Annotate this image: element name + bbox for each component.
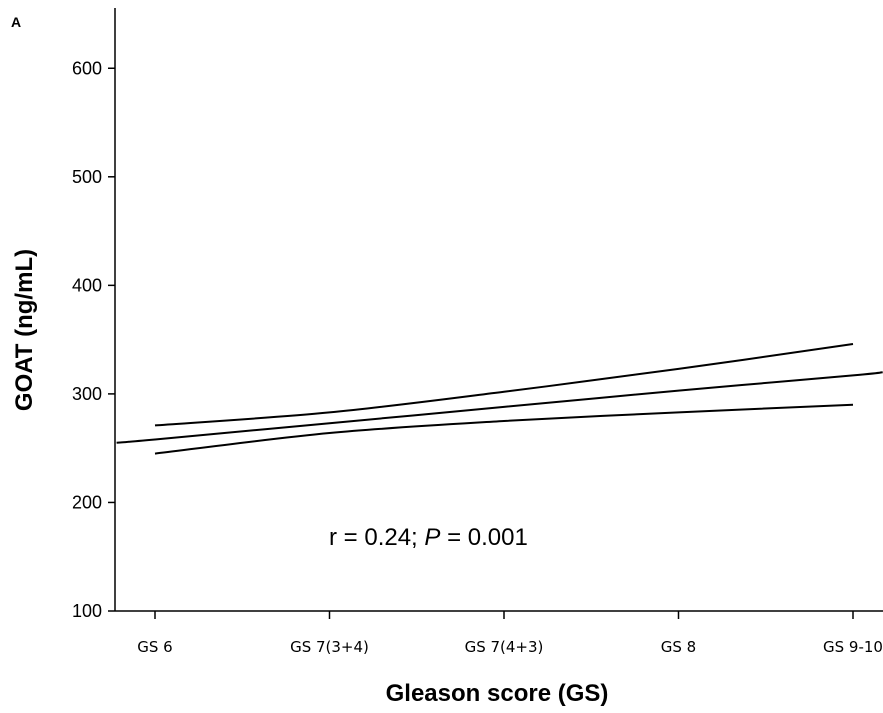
y-axis-ticks: 100 200 300 400 500 600 [72,58,115,621]
correlation-annotation: r = 0.24; P = 0.001 [329,524,528,551]
y-tick-label-100: 100 [72,601,102,621]
series-line-fit [116,371,883,444]
x-axis-ticks: GS 6 GS 7(3+4) GS 7(4+3) GS 8 GS 9-10 [137,611,883,656]
y-axis-title: GOAT (ng/mL) [11,249,38,411]
x-tick-label-2: GS 7(4+3) [465,638,544,656]
y-tick-label-200: 200 [72,492,102,512]
y-tick-label-300: 300 [72,384,102,404]
series-group [116,343,883,455]
annotation-p-symbol: P [424,524,440,551]
x-tick-label-3: GS 8 [661,638,696,656]
annotation-prefix: r = 0.24; [329,524,424,551]
y-tick-label-500: 500 [72,167,102,187]
panel-label: A [11,14,21,30]
annotation-suffix: = 0.001 [447,524,528,551]
x-tick-label-0: GS 6 [137,638,172,656]
x-tick-label-1: GS 7(3+4) [290,638,369,656]
y-tick-label-400: 400 [72,275,102,295]
x-axis-title: Gleason score (GS) [386,680,609,707]
x-tick-label-4: GS 9-10 [823,638,883,656]
series-line-upper [154,343,854,427]
y-tick-label-600: 600 [72,58,102,78]
series-line-lower [154,403,854,455]
